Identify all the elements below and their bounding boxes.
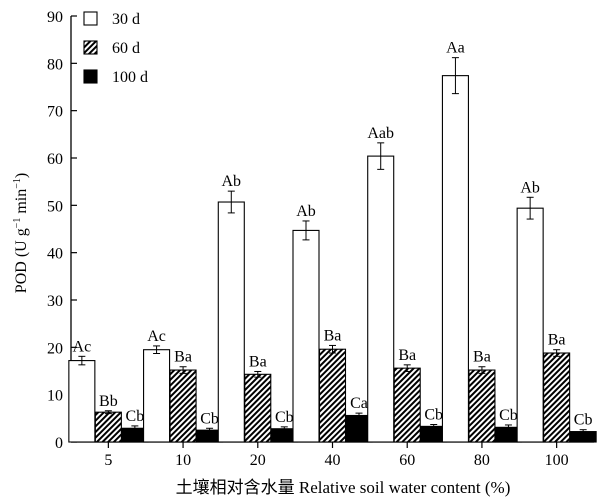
error-bar <box>131 425 139 432</box>
x-tick-label: 100 <box>545 452 569 469</box>
bar-30d-100 <box>516 207 544 443</box>
bar-30d-5 <box>68 360 96 443</box>
bar-60d-100 <box>543 352 571 443</box>
error-bar <box>179 366 187 374</box>
bar-60d-40 <box>318 348 347 443</box>
significance-label: Aab <box>367 125 394 142</box>
significance-label: Cb <box>499 407 518 424</box>
error-bar <box>104 410 112 415</box>
error-bar <box>78 355 86 366</box>
significance-label: Ac <box>147 328 166 345</box>
axes: 0 10 20 30 40 50 60 70 80 90 5 10 20 40 60 80 100 <box>47 9 594 469</box>
error-bar <box>206 427 214 433</box>
error-bar <box>302 220 310 241</box>
error-bar <box>553 349 561 357</box>
x-tick-label: 20 <box>250 452 266 469</box>
significance-label: Cb <box>126 408 145 425</box>
error-bar <box>478 366 486 374</box>
x-tick-label: 60 <box>399 452 415 469</box>
bars: Ac Bb Cb Ac Ba Cb Ab Ba Cb Ab Ba Ca Aab Ba Cb Aa Ba Cb Ab B… <box>68 40 597 443</box>
significance-label: Ca <box>350 395 368 412</box>
x-tick-label: 5 <box>104 452 112 469</box>
x-tick-label: 80 <box>474 452 490 469</box>
legend-item: 100 d <box>83 69 148 86</box>
significance-label: Ab <box>296 203 316 220</box>
y-tick-label: 70 <box>47 104 63 121</box>
error-bar <box>377 142 385 170</box>
bar-60d-80 <box>468 369 496 443</box>
error-bar <box>280 426 288 432</box>
bar-30d-60 <box>367 155 395 443</box>
y-tick-label: 20 <box>47 340 63 357</box>
error-bar <box>355 412 363 419</box>
y-axis-label: POD (U g−1 min−1) <box>12 173 30 293</box>
x-axis-label: 土壤相对含水量 Relative soil water content (%) <box>176 477 511 497</box>
significance-label: Cb <box>424 406 443 423</box>
significance-label: Ac <box>73 338 92 355</box>
error-bar <box>329 344 336 354</box>
significance-label: Ba <box>249 353 267 370</box>
bar-30d-80 <box>441 75 469 443</box>
legend-label: 30 d <box>112 11 140 28</box>
bar-60d-60 <box>393 367 421 443</box>
significance-label: Aa <box>446 40 465 57</box>
error-bar <box>526 196 534 220</box>
legend-swatch <box>83 11 98 26</box>
error-bar <box>451 57 459 95</box>
y-tick-label: 90 <box>47 9 63 26</box>
significance-label: Ba <box>398 347 416 364</box>
significance-label: Cb <box>275 409 294 426</box>
bar-30d-40 <box>292 229 320 443</box>
legend-item: 30 d <box>83 11 140 28</box>
bar-30d-20 <box>217 201 245 443</box>
error-bar <box>579 429 587 434</box>
bar-60d-20 <box>244 373 272 443</box>
x-tick-label: 10 <box>175 452 191 469</box>
bar-60d-5 <box>94 411 122 443</box>
bar-30d-10 <box>143 349 171 443</box>
y-tick-label: 60 <box>47 151 63 168</box>
significance-label: Cb <box>200 410 219 427</box>
y-tick-label: 10 <box>47 388 63 405</box>
legend: 30 d 60 d 100 d <box>83 11 148 86</box>
error-bar <box>227 190 235 214</box>
legend-label: 100 d <box>112 69 148 86</box>
significance-label: Ba <box>548 332 566 349</box>
error-bar <box>504 424 512 431</box>
error-bar <box>254 370 262 378</box>
bar-60d-10 <box>169 369 197 443</box>
significance-label: Cb <box>574 412 593 429</box>
y-tick-label: 0 <box>55 435 63 452</box>
legend-swatch <box>83 40 98 55</box>
x-tick-label: 40 <box>325 452 341 469</box>
significance-label: Ba <box>473 349 491 366</box>
legend-swatch <box>83 69 98 84</box>
error-bar <box>430 423 438 429</box>
significance-label: Ba <box>324 327 342 344</box>
significance-label: Ba <box>174 349 192 366</box>
legend-item: 60 d <box>83 40 140 57</box>
y-tick-label: 80 <box>47 56 63 73</box>
significance-label: Ab <box>222 173 242 190</box>
y-tick-label: 30 <box>47 293 63 310</box>
legend-label: 60 d <box>112 40 140 57</box>
y-tick-label: 50 <box>47 198 63 215</box>
significance-label: Bb <box>99 393 118 410</box>
error-bar <box>153 345 161 354</box>
significance-label: Ab <box>520 179 540 196</box>
error-bar <box>403 364 411 372</box>
y-tick-label: 40 <box>47 246 63 263</box>
